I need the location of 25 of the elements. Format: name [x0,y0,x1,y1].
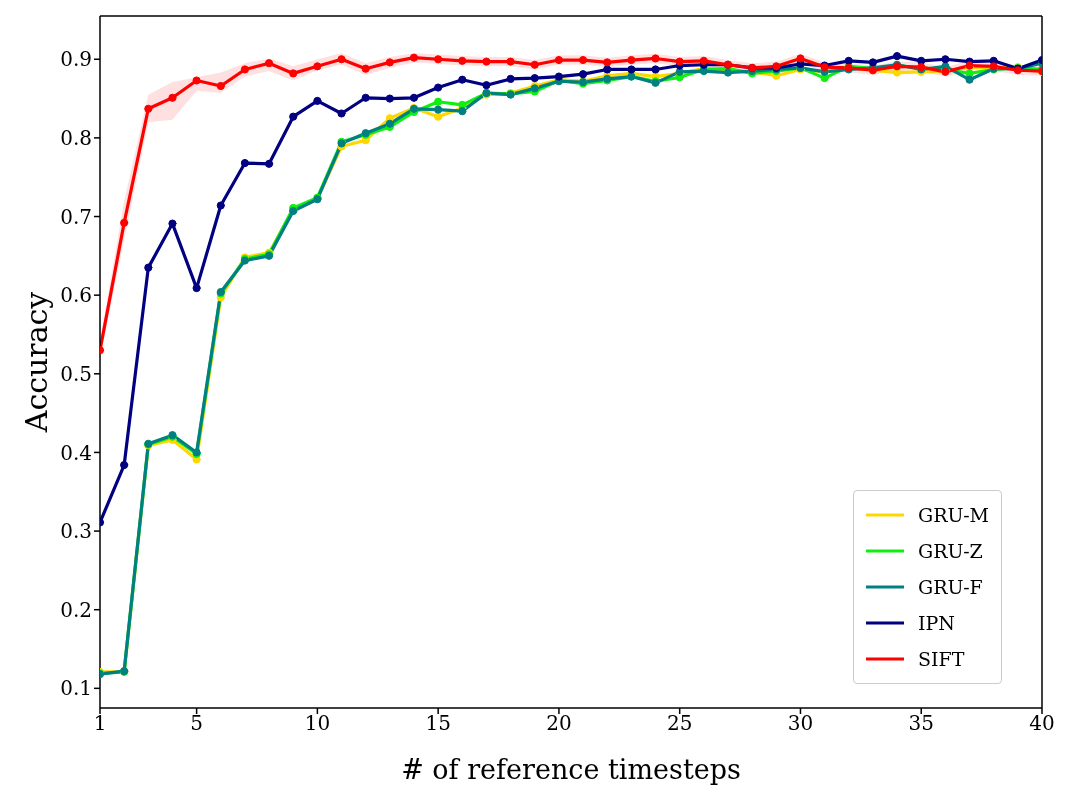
x-tick-label: 20 [546,711,572,736]
legend-label: SIFT [918,648,965,670]
legend-label: IPN [918,612,955,634]
legend-label: GRU-F [918,576,983,598]
y-tick-label: 0.2 [60,597,92,622]
y-tick-label: 0.9 [60,47,92,72]
legend-label: GRU-Z [918,540,983,562]
y-tick-label: 0.7 [60,204,92,229]
x-tick-label: 1 [93,711,107,736]
x-axis-title: # of reference timesteps [401,754,741,786]
legend-label: GRU-M [918,504,990,526]
x-tick-label: 25 [666,711,693,736]
x-tick-label: 35 [908,711,934,736]
y-tick-label: 0.6 [60,283,92,308]
y-tick-label: 0.3 [60,519,92,544]
y-tick-label: 0.8 [60,125,92,150]
x-tick-label: 10 [304,711,331,736]
x-tick-label: 5 [190,711,203,736]
y-tick-label: 0.4 [60,440,92,465]
x-tick-label: 40 [1029,711,1055,736]
y-axis-title: Accuracy [18,291,54,434]
x-tick-label: 15 [425,711,451,736]
x-tick-label: 30 [787,711,814,736]
y-tick-label: 0.1 [60,676,92,701]
y-tick-label: 0.5 [60,361,92,386]
